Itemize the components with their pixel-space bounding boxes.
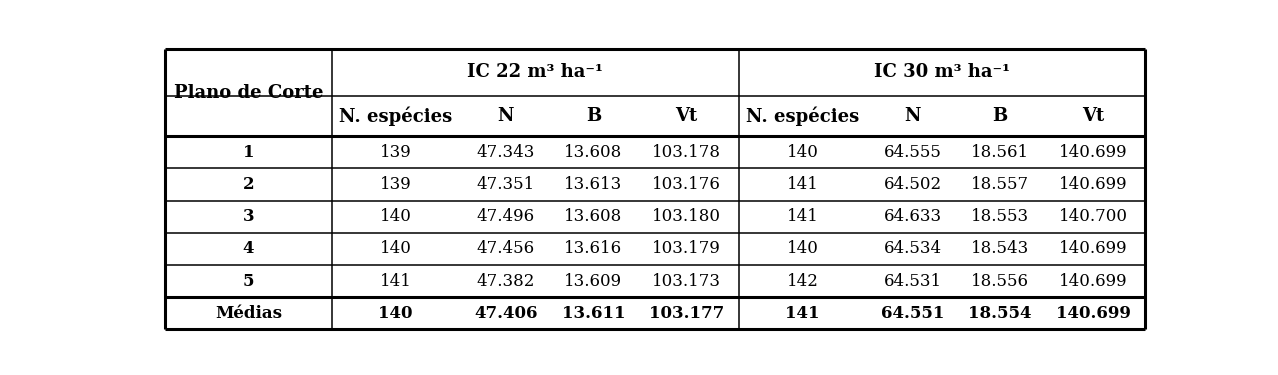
Text: 47.351: 47.351 (477, 176, 535, 193)
Text: Plano de Corte: Plano de Corte (174, 84, 323, 102)
Text: 103.173: 103.173 (652, 273, 721, 290)
Text: 139: 139 (380, 176, 412, 193)
Text: 64.555: 64.555 (883, 144, 942, 161)
Text: 141: 141 (785, 305, 819, 322)
Text: 103.176: 103.176 (652, 176, 721, 193)
Text: B: B (993, 107, 1008, 125)
Text: 13.616: 13.616 (565, 240, 622, 257)
Text: 142: 142 (786, 273, 818, 290)
Text: 140.699: 140.699 (1059, 240, 1127, 257)
Text: N: N (497, 107, 514, 125)
Text: 64.502: 64.502 (883, 176, 942, 193)
Text: N: N (905, 107, 920, 125)
Text: IC 30 m³ ha⁻¹: IC 30 m³ ha⁻¹ (874, 63, 1010, 81)
Text: 18.554: 18.554 (969, 305, 1031, 322)
Text: 64.633: 64.633 (883, 208, 942, 225)
Text: 18.553: 18.553 (971, 208, 1029, 225)
Text: 47.343: 47.343 (477, 144, 535, 161)
Text: Médias: Médias (215, 305, 281, 322)
Text: 18.543: 18.543 (971, 240, 1029, 257)
Text: 47.406: 47.406 (474, 305, 538, 322)
Text: 13.608: 13.608 (565, 144, 622, 161)
Text: 3: 3 (243, 208, 254, 225)
Text: Vt: Vt (676, 107, 698, 125)
Text: 140.699: 140.699 (1059, 273, 1127, 290)
Text: N. espécies: N. espécies (746, 106, 859, 126)
Text: N. espécies: N. espécies (339, 106, 452, 126)
Text: 47.382: 47.382 (477, 273, 535, 290)
Text: 18.556: 18.556 (971, 273, 1029, 290)
Text: 64.531: 64.531 (883, 273, 942, 290)
Text: 140.699: 140.699 (1059, 176, 1127, 193)
Text: 1: 1 (243, 144, 254, 161)
Text: 103.180: 103.180 (652, 208, 721, 225)
Text: 18.561: 18.561 (971, 144, 1029, 161)
Text: 64.534: 64.534 (883, 240, 942, 257)
Text: IC 22 m³ ha⁻¹: IC 22 m³ ha⁻¹ (468, 63, 603, 81)
Text: 140.700: 140.700 (1058, 208, 1127, 225)
Text: 18.557: 18.557 (971, 176, 1029, 193)
Text: 140: 140 (380, 208, 412, 225)
Text: 140: 140 (378, 305, 413, 322)
Text: 13.609: 13.609 (565, 273, 622, 290)
Text: 13.608: 13.608 (565, 208, 622, 225)
Text: 13.611: 13.611 (561, 305, 625, 322)
Text: 103.177: 103.177 (649, 305, 725, 322)
Text: 64.551: 64.551 (881, 305, 944, 322)
Text: 140.699: 140.699 (1059, 144, 1127, 161)
Text: 139: 139 (380, 144, 412, 161)
Text: 103.179: 103.179 (652, 240, 721, 257)
Text: 140: 140 (786, 144, 818, 161)
Text: 5: 5 (243, 273, 254, 290)
Text: 47.496: 47.496 (477, 208, 535, 225)
Text: 141: 141 (380, 273, 412, 290)
Text: 140.699: 140.699 (1056, 305, 1131, 322)
Text: 13.613: 13.613 (565, 176, 622, 193)
Text: 141: 141 (786, 208, 818, 225)
Text: B: B (585, 107, 601, 125)
Text: Vt: Vt (1082, 107, 1104, 125)
Text: 141: 141 (786, 176, 818, 193)
Text: 47.456: 47.456 (477, 240, 535, 257)
Text: 140: 140 (380, 240, 412, 257)
Text: 4: 4 (243, 240, 254, 257)
Text: 140: 140 (786, 240, 818, 257)
Text: 103.178: 103.178 (652, 144, 721, 161)
Text: 2: 2 (243, 176, 254, 193)
